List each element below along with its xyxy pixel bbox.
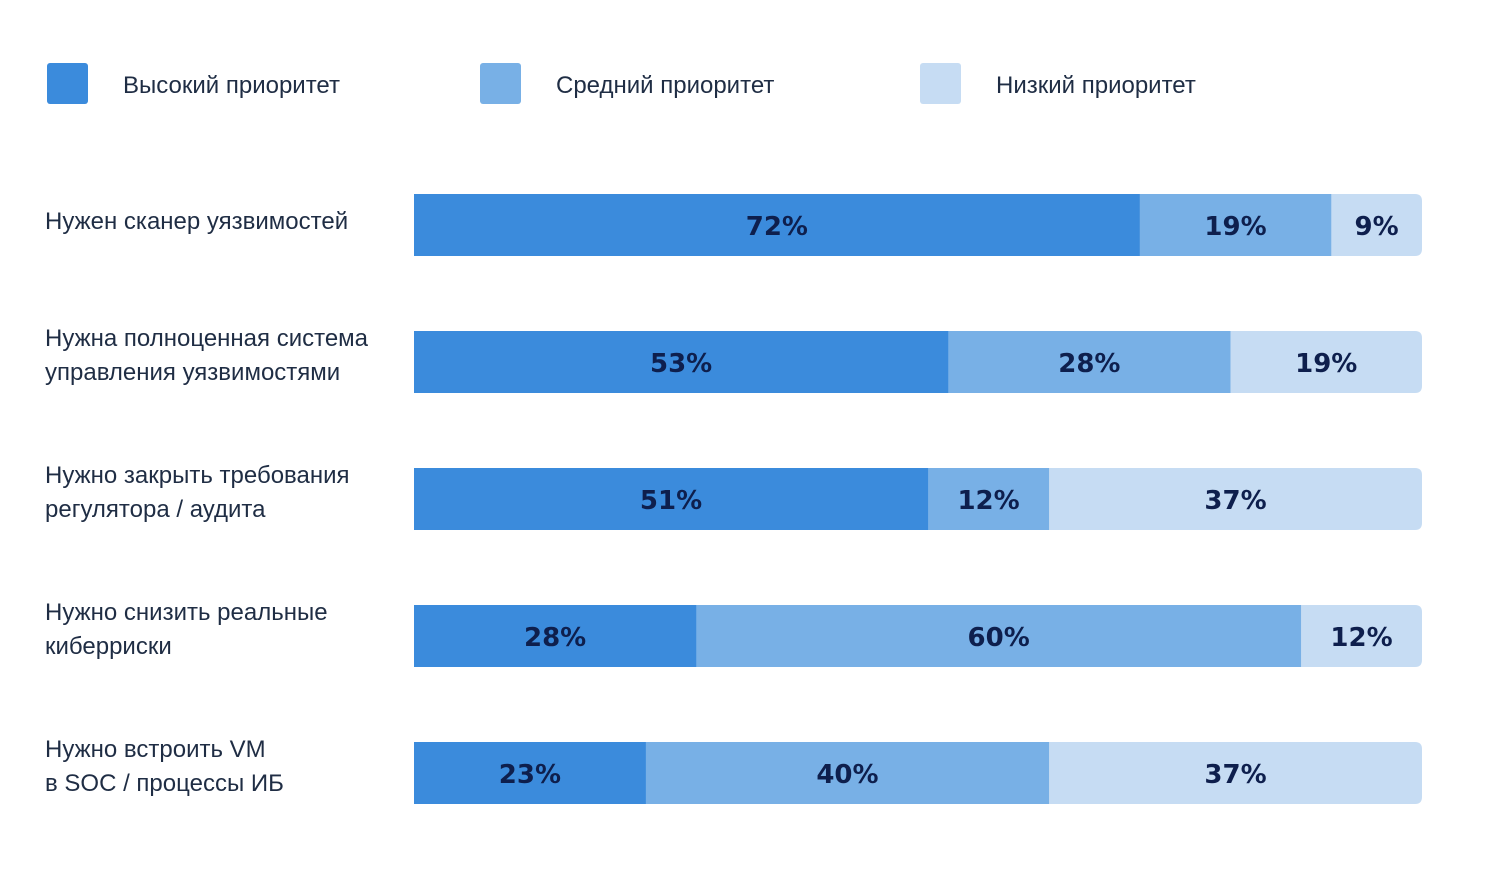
bar-value-label: 23% [499, 760, 561, 790]
bar-value-label: 53% [650, 349, 712, 379]
legend-label: Низкий приоритет [996, 72, 1196, 99]
bar-segment [1230, 331, 1422, 393]
legend-swatch [47, 63, 88, 104]
bar-value-label: 12% [1330, 623, 1392, 653]
category-label-line: Нужен сканер уязвимостей [45, 208, 348, 235]
category-label: Нужно снизить реальные киберриски [45, 599, 328, 660]
bar-value-label: 72% [746, 212, 808, 242]
bar-row [414, 194, 1422, 256]
bar-value-label: 9% [1355, 212, 1399, 242]
bar-segment [1331, 194, 1422, 256]
bar-row [414, 605, 1422, 667]
category-label-line: Нужна полноценная система [45, 325, 369, 352]
category-label-line: управления уязвимостями [45, 359, 340, 386]
bar-segment [414, 605, 697, 667]
bars: 72% 19% 9% 53% 28% 19% 51% 12% 37% 28% 60% 12% 23% 40… [414, 194, 1422, 804]
category-label-line: в SOC / процессы ИБ [45, 770, 284, 797]
category-label-line: Нужно снизить реальные [45, 599, 328, 626]
category-label: Нужен сканер уязвимостей [45, 208, 348, 235]
bar-segment [1049, 468, 1422, 530]
bar-value-label: 37% [1204, 486, 1266, 516]
bar-segment [414, 742, 647, 804]
category-label: Нужно закрыть требования регулятора / ауд… [45, 462, 350, 523]
bar-row [414, 742, 1422, 804]
legend-swatch [480, 63, 521, 104]
category-label-line: регулятора / аудита [45, 496, 266, 523]
bar-segment [645, 742, 1050, 804]
bar-value-label: 51% [640, 486, 702, 516]
bar-row [414, 468, 1422, 530]
bar-value-label: 19% [1204, 212, 1266, 242]
category-label: Нужна полноценная система управления уязв… [45, 325, 369, 386]
bar-segment [948, 331, 1231, 393]
bar-segment [1301, 605, 1422, 667]
category-label-line: Нужно закрыть требования [45, 462, 350, 489]
bar-value-label: 37% [1204, 760, 1266, 790]
bar-segment [1049, 742, 1422, 804]
bar-segment [414, 331, 949, 393]
legend-label: Высокий приоритет [123, 72, 340, 99]
bar-value-label: 28% [524, 623, 586, 653]
bar-value-label: 60% [968, 623, 1030, 653]
bar-segment [696, 605, 1302, 667]
bar-segment [414, 468, 929, 530]
legend-swatch [920, 63, 961, 104]
legend-label: Средний приоритет [556, 72, 774, 99]
category-label-line: киберриски [45, 633, 172, 660]
bar-value-label: 12% [957, 486, 1019, 516]
bar-row [414, 331, 1422, 393]
category-label-line: Нужно встроить VM [45, 736, 266, 763]
bar-value-label: 19% [1295, 349, 1357, 379]
category-label: Нужно встроить VM в SOC / процессы ИБ [45, 736, 284, 797]
bar-segment [1139, 194, 1332, 256]
bar-value-label: 40% [816, 760, 878, 790]
bar-segment [928, 468, 1050, 530]
category-labels: Нужен сканер уязвимостей Нужна полноценна… [45, 208, 369, 797]
bar-value-label: 28% [1058, 349, 1120, 379]
bar-segment [414, 194, 1141, 256]
legend: Высокий приоритет Средний приоритет Низкий… [47, 63, 1196, 104]
